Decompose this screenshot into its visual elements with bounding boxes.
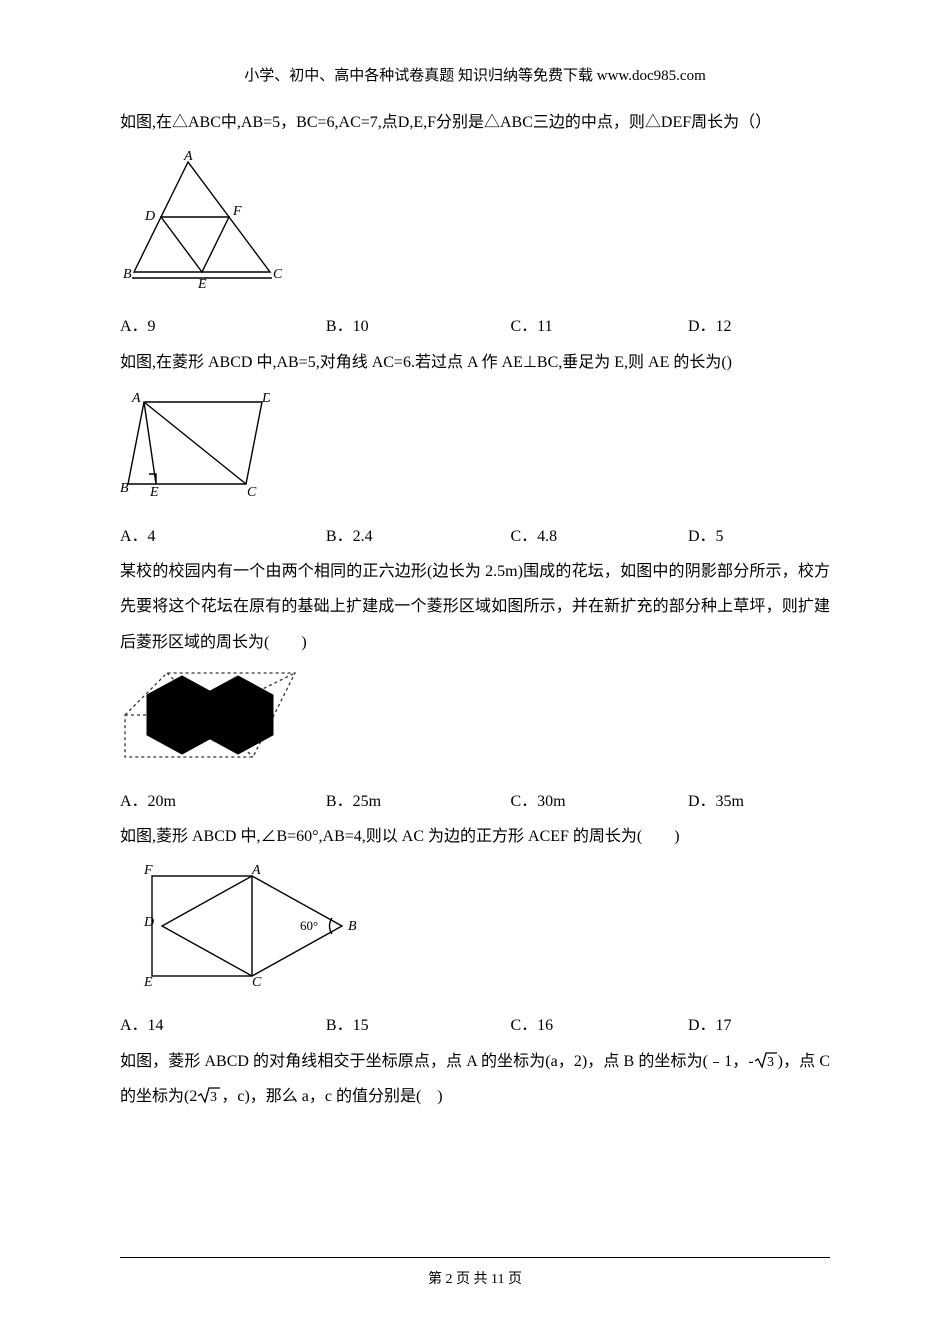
q1-label-C: C [273,267,282,282]
q2-choice-d: D．5 [688,519,830,554]
q2-choice-b: B．2.4 [326,519,511,554]
sqrt-icon: 3 [754,1051,778,1069]
q4-choice-d: D．17 [688,1008,830,1043]
q2-label-D: D [261,391,270,406]
q3-choices: A．20m B．25m C．30m D．35m [120,784,830,819]
q2-choice-a: A．4 [120,519,326,554]
q1-label-A: A [183,149,193,164]
q1-choice-a: A．9 [120,309,326,344]
q4-label-A: A [251,863,261,878]
q3-choice-c: C．30m [510,784,688,819]
q2-figure: A D B E C [120,388,830,511]
q4-choice-a: A．14 [120,1008,326,1043]
q4-choice-c: C．16 [510,1008,688,1043]
svg-text:3: 3 [767,1055,774,1069]
q2-label-E: E [149,485,159,498]
q2-label-B: B [120,481,129,496]
q4-label-F: F [143,863,153,878]
q4-label-E: E [143,975,153,987]
q5-text-post: ，c)，那么 a，c 的值分别是( ) [221,1088,442,1105]
q4-label-angle: 60° [300,918,318,933]
q4-choices: A．14 B．15 C．16 D．17 [120,1008,830,1043]
page-footer: 第 2 页 共 11 页 [0,1265,950,1296]
q4-text: 如图,菱形 ABCD 中,∠B=60°,AB=4,则以 AC 为边的正方形 AC… [120,819,830,854]
q5-text-pre: 如图，菱形 ABCD 的对角线相交于坐标原点，点 A 的坐标为(a，2)，点 B… [120,1053,754,1070]
q1-label-E: E [197,277,207,288]
footer-line [120,1257,830,1258]
sqrt-icon: 3 [197,1086,221,1104]
q2-choices: A．4 B．2.4 C．4.8 D．5 [120,519,830,554]
header-text: 小学、初中、高中各种试卷真题 知识归纳等免费下载 www.doc985.com [120,60,830,93]
q2-label-A: A [131,391,141,406]
q1-text: 如图,在△ABC中,AB=5，BC=6,AC=7,点D,E,F分别是△ABC三边… [120,105,830,140]
q3-choice-a: A．20m [120,784,326,819]
q5-text: 如图，菱形 ABCD 的对角线相交于坐标原点，点 A 的坐标为(a，2)，点 B… [120,1044,830,1114]
q4-label-B: B [348,919,357,934]
q2-text: 如图,在菱形 ABCD 中,AB=5,对角线 AC=6.若过点 A 作 AE⊥B… [120,345,830,380]
q2-choice-c: C．4.8 [510,519,688,554]
q1-choice-c: C．11 [510,309,688,344]
q2-label-C: C [247,485,257,498]
q1-choice-d: D．12 [688,309,830,344]
q1-label-D: D [144,209,155,224]
q4-figure: F A D B E C 60° [120,862,830,1000]
q3-choice-b: B．25m [326,784,511,819]
q1-choice-b: B．10 [326,309,511,344]
q3-text: 某校的校园内有一个由两个相同的正六边形(边长为 2.5m)围成的花坛，如图中的阴… [120,554,830,660]
q3-choice-d: D．35m [688,784,830,819]
q1-label-B: B [123,267,132,282]
q1-label-F: F [232,204,242,219]
q1-choices: A．9 B．10 C．11 D．12 [120,309,830,344]
q1-figure: A B C D E F [120,148,830,301]
q4-label-D: D [143,915,154,930]
svg-text:3: 3 [210,1090,217,1104]
q4-choice-b: B．15 [326,1008,511,1043]
q4-label-C: C [252,975,262,987]
q3-figure [120,668,830,776]
